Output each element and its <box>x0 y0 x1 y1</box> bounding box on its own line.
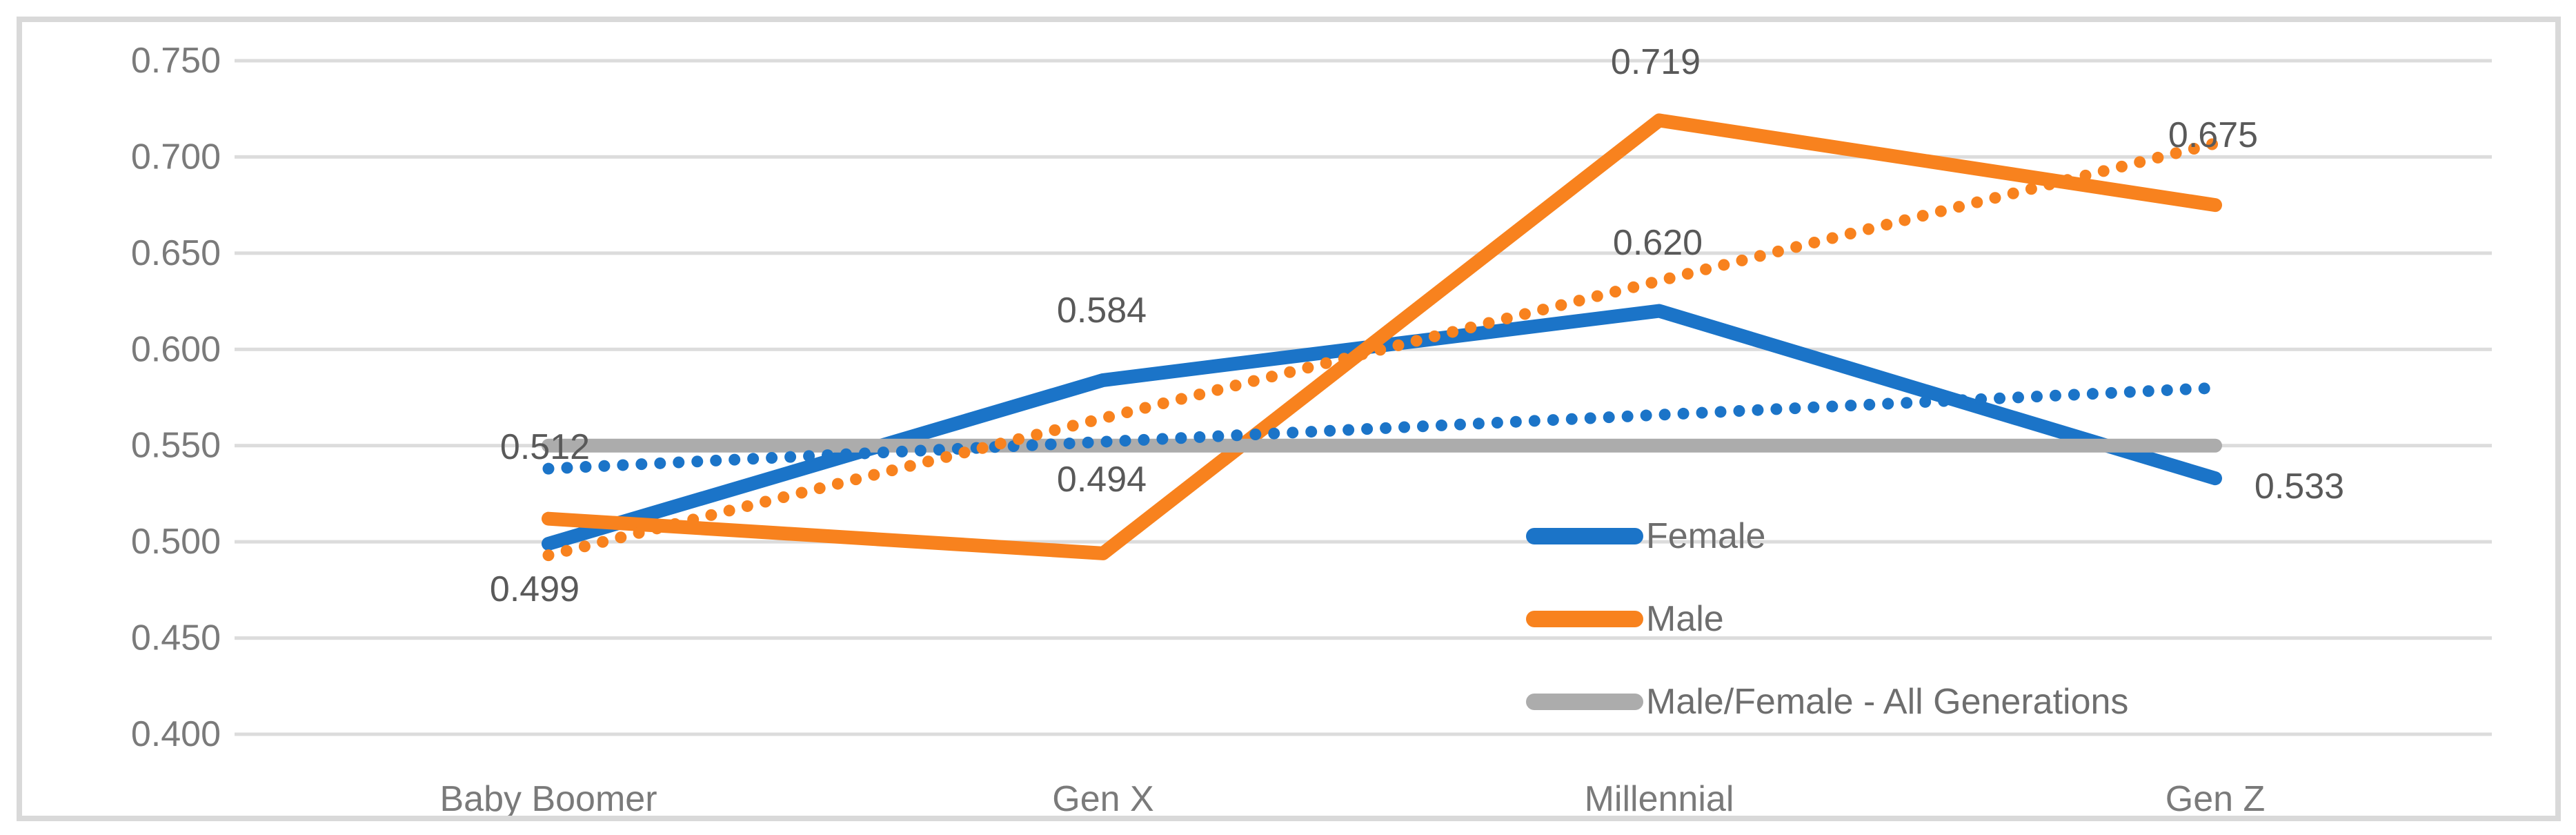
x-axis-category-label: Gen Z <box>2166 779 2266 819</box>
data-label-female-gen-x: 0.584 <box>1057 291 1147 331</box>
series-line-male-linear-trendline <box>542 137 2221 562</box>
legend-item-male: Male <box>1526 578 2128 660</box>
series-line-male <box>542 113 2222 560</box>
legend-label-male: Male <box>1646 599 1724 639</box>
legend-item-all-generations: Male/Female - All Generations <box>1526 660 2128 743</box>
data-label-female-gen-z: 0.533 <box>2255 466 2344 507</box>
x-axis-category-label: Millennial <box>1585 779 1734 819</box>
x-axis-category-label: Baby Boomer <box>439 779 657 819</box>
male-line-swatch <box>1526 611 1643 627</box>
data-label-male-millennial: 0.719 <box>1611 42 1701 82</box>
legend-label-female: Female <box>1646 516 1766 556</box>
series-line-female-linear-trendline <box>542 382 2221 475</box>
legend-item-female: Female <box>1526 495 2128 578</box>
all-generations-line-swatch <box>1526 694 1643 710</box>
legend-label-all-generations: Male/Female - All Generations <box>1646 682 2129 722</box>
y-axis-tick-label: 0.600 <box>131 329 221 369</box>
y-axis-tick-label: 0.500 <box>131 522 221 562</box>
data-label-male-gen-z: 0.675 <box>2168 115 2258 155</box>
y-axis-tick-label: 0.400 <box>131 714 221 754</box>
y-axis-tick-label: 0.650 <box>131 233 221 273</box>
y-axis-tick-label: 0.450 <box>131 618 221 658</box>
x-axis-category-label: Gen X <box>1052 779 1153 819</box>
data-label-female-baby-boomer: 0.499 <box>490 569 579 609</box>
data-label-male-baby-boomer: 0.512 <box>500 427 590 467</box>
y-axis-tick-label: 0.550 <box>131 426 221 466</box>
female-line-swatch <box>1526 528 1643 544</box>
data-label-female-millennial: 0.620 <box>1613 223 1703 263</box>
y-axis-tick-label: 0.750 <box>131 41 221 81</box>
data-label-male-gen-x: 0.494 <box>1057 460 1147 500</box>
legend: Female Male Male/Female - All Generation… <box>1526 495 2128 743</box>
y-axis-tick-label: 0.700 <box>131 137 221 177</box>
